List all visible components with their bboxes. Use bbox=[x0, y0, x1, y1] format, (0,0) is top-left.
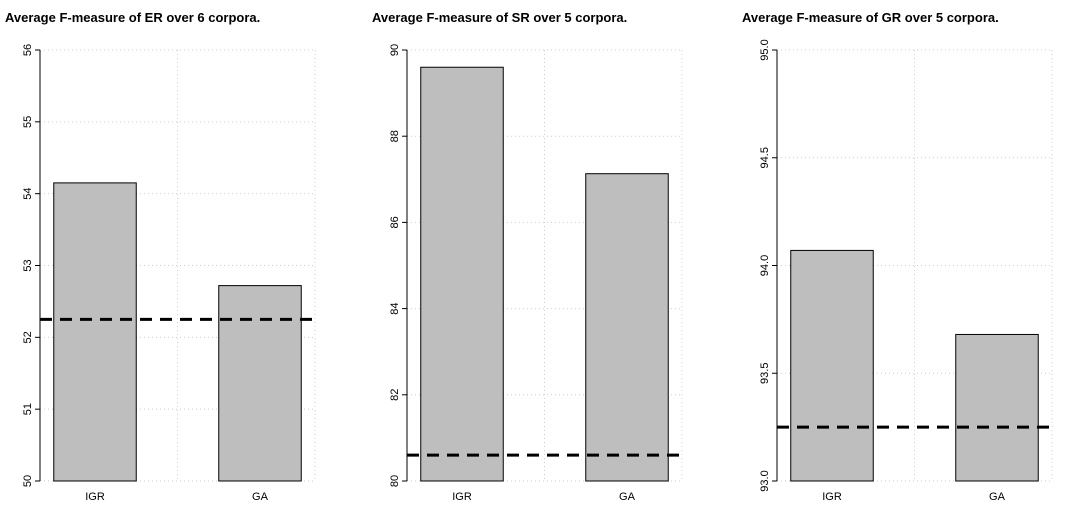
bar bbox=[53, 182, 137, 482]
x-tick-label: IGR bbox=[452, 491, 472, 503]
chart-title: Average F-measure of SR over 5 corpora. bbox=[372, 10, 627, 25]
y-tick-label: 84 bbox=[389, 302, 401, 314]
y-tick-label: 88 bbox=[389, 130, 401, 142]
y-tick-label: 55 bbox=[22, 116, 34, 128]
y-tick-label: 94.0 bbox=[759, 255, 771, 276]
y-tick-label: 80 bbox=[389, 475, 401, 487]
y-tick-label: 54 bbox=[22, 188, 34, 200]
y-tick-label: 90 bbox=[389, 44, 401, 56]
x-tick-label: IGR bbox=[85, 491, 105, 503]
x-tick-label: IGR bbox=[822, 491, 842, 503]
x-tick-label: GA bbox=[619, 491, 636, 503]
y-tick-label: 93.0 bbox=[759, 470, 771, 491]
chart-panel: Average F-measure of GR over 5 corpora. 9… bbox=[742, 10, 1053, 503]
bar bbox=[790, 249, 874, 482]
bar bbox=[955, 333, 1039, 482]
y-tick-label: 93.5 bbox=[759, 363, 771, 384]
y-tick-label: 94.5 bbox=[759, 147, 771, 168]
chart-title: Average F-measure of GR over 5 corpora. bbox=[742, 10, 999, 25]
chart-panel: Average F-measure of SR over 5 corpora. 8… bbox=[372, 10, 683, 503]
y-tick-label: 95.0 bbox=[759, 39, 771, 60]
bar bbox=[420, 66, 504, 482]
y-tick-label: 50 bbox=[22, 475, 34, 487]
chart-title: Average F-measure of ER over 6 corpora. bbox=[5, 10, 260, 25]
y-tick-label: 56 bbox=[22, 44, 34, 56]
bar bbox=[218, 285, 302, 482]
y-tick-label: 51 bbox=[22, 403, 34, 415]
y-tick-label: 86 bbox=[389, 216, 401, 228]
y-tick-label: 52 bbox=[22, 331, 34, 343]
bar bbox=[585, 173, 669, 482]
x-tick-label: GA bbox=[252, 491, 269, 503]
chart-panel: Average F-measure of ER over 6 corpora. 5… bbox=[5, 10, 316, 503]
x-tick-label: GA bbox=[989, 491, 1006, 503]
y-tick-label: 53 bbox=[22, 259, 34, 271]
y-tick-label: 82 bbox=[389, 389, 401, 401]
